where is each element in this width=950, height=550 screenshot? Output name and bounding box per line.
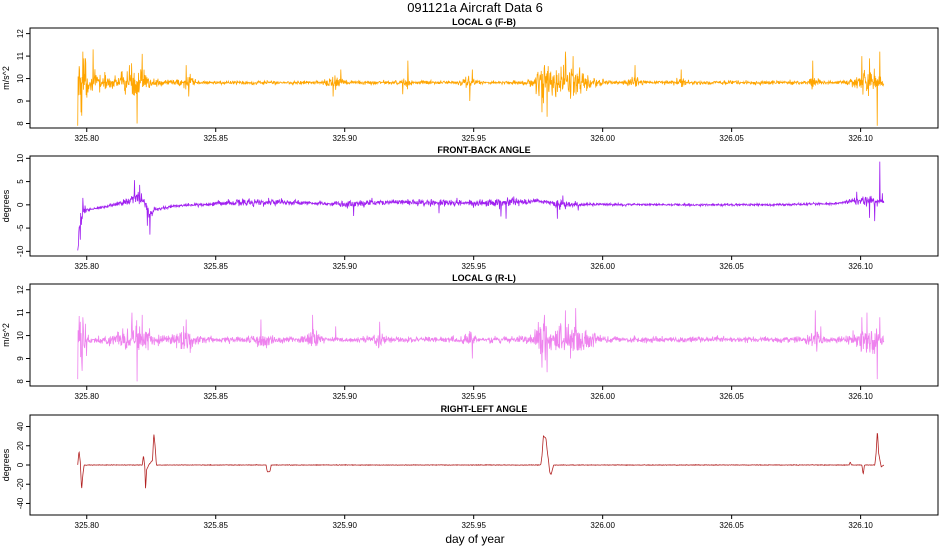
y-tick-label: -10 bbox=[16, 245, 25, 257]
panel-title: RIGHT-LEFT ANGLE bbox=[441, 404, 528, 414]
x-axis-label: day of year bbox=[445, 532, 504, 546]
x-tick-label: 325.80 bbox=[75, 392, 100, 401]
y-tick-label: 12 bbox=[16, 285, 25, 294]
x-tick-label: 326.00 bbox=[590, 392, 615, 401]
x-tick-label: 325.90 bbox=[332, 134, 357, 143]
y-tick-label: -20 bbox=[16, 478, 25, 490]
x-tick-label: 325.95 bbox=[461, 262, 486, 271]
y-tick-label: 8 bbox=[16, 379, 25, 384]
x-tick-label: 325.80 bbox=[75, 521, 100, 530]
y-tick-label: 10 bbox=[16, 74, 25, 83]
panel-3: LOCAL G (R-L) m/s^2 8 9 10 11 12 325.80 325.85 32… bbox=[1, 273, 939, 401]
x-tick-label: 326.10 bbox=[848, 262, 873, 271]
x-tick-label: 325.85 bbox=[203, 262, 228, 271]
y-tick-label: 9 bbox=[16, 98, 25, 103]
y-tick-label: 20 bbox=[16, 441, 25, 450]
y-tick-label: 8 bbox=[16, 121, 25, 126]
x-tick-label: 325.90 bbox=[332, 392, 357, 401]
y-axis-label: degrees bbox=[1, 189, 11, 222]
series-line bbox=[77, 49, 885, 126]
panel-title: LOCAL G (F-B) bbox=[452, 17, 516, 27]
y-tick-label: 10 bbox=[16, 153, 25, 162]
y-tick-label: 0 bbox=[16, 202, 25, 207]
x-tick-label: 325.90 bbox=[332, 262, 357, 271]
y-axis-label: m/s^2 bbox=[1, 323, 11, 347]
x-tick-label: 325.85 bbox=[203, 134, 228, 143]
panel-title: FRONT-BACK ANGLE bbox=[437, 145, 530, 155]
series-line bbox=[77, 308, 885, 382]
y-tick-label: -5 bbox=[16, 224, 25, 232]
y-axis-label: m/s^2 bbox=[1, 66, 11, 90]
y-tick-label: 10 bbox=[16, 331, 25, 340]
series-line bbox=[77, 433, 885, 489]
panel-title: LOCAL G (R-L) bbox=[452, 273, 516, 283]
x-tick-label: 326.05 bbox=[719, 392, 744, 401]
x-tick-label: 326.00 bbox=[590, 262, 615, 271]
x-tick-label: 326.10 bbox=[848, 134, 873, 143]
x-tick-label: 325.90 bbox=[332, 521, 357, 530]
y-tick-label: 9 bbox=[16, 356, 25, 361]
plot-frame bbox=[29, 27, 939, 129]
x-tick-label: 326.00 bbox=[590, 134, 615, 143]
y-tick-label: -40 bbox=[16, 497, 25, 509]
plot-frame bbox=[29, 155, 939, 257]
x-tick-label: 325.95 bbox=[461, 521, 486, 530]
x-tick-label: 325.80 bbox=[75, 134, 100, 143]
x-tick-label: 325.85 bbox=[203, 521, 228, 530]
x-tick-label: 326.10 bbox=[848, 521, 873, 530]
plot-frame bbox=[29, 414, 939, 516]
x-tick-label: 325.85 bbox=[203, 392, 228, 401]
y-tick-label: 11 bbox=[16, 308, 25, 317]
series-line bbox=[77, 161, 885, 251]
y-tick-label: 40 bbox=[16, 422, 25, 431]
x-tick-label: 326.05 bbox=[719, 521, 744, 530]
panel-1: LOCAL G (F-B) m/s^2 8 9 10 11 12 325.80 325.85 32… bbox=[1, 17, 939, 143]
y-tick-label: 12 bbox=[16, 29, 25, 38]
y-axis-label: degrees bbox=[1, 448, 11, 481]
y-tick-label: 0 bbox=[16, 462, 25, 467]
y-tick-label: 5 bbox=[16, 179, 25, 184]
x-tick-label: 326.05 bbox=[719, 134, 744, 143]
panel-4: RIGHT-LEFT ANGLE degrees -40 -20 0 20 40 325.80… bbox=[1, 404, 939, 530]
figure-title: 091121a Aircraft Data 6 bbox=[407, 0, 543, 15]
x-tick-label: 326.00 bbox=[590, 521, 615, 530]
x-tick-label: 326.05 bbox=[719, 262, 744, 271]
plot-frame bbox=[29, 283, 939, 387]
y-tick-label: 11 bbox=[16, 51, 25, 60]
panels: LOCAL G (F-B) m/s^2 8 9 10 11 12 325.80 325.85 32… bbox=[1, 17, 939, 530]
panel-2: FRONT-BACK ANGLE degrees -10 -5 0 5 10 325.80 32… bbox=[1, 145, 939, 271]
x-tick-label: 325.80 bbox=[75, 262, 100, 271]
x-tick-label: 325.95 bbox=[461, 134, 486, 143]
x-tick-label: 325.95 bbox=[461, 392, 486, 401]
x-tick-label: 326.10 bbox=[848, 392, 873, 401]
